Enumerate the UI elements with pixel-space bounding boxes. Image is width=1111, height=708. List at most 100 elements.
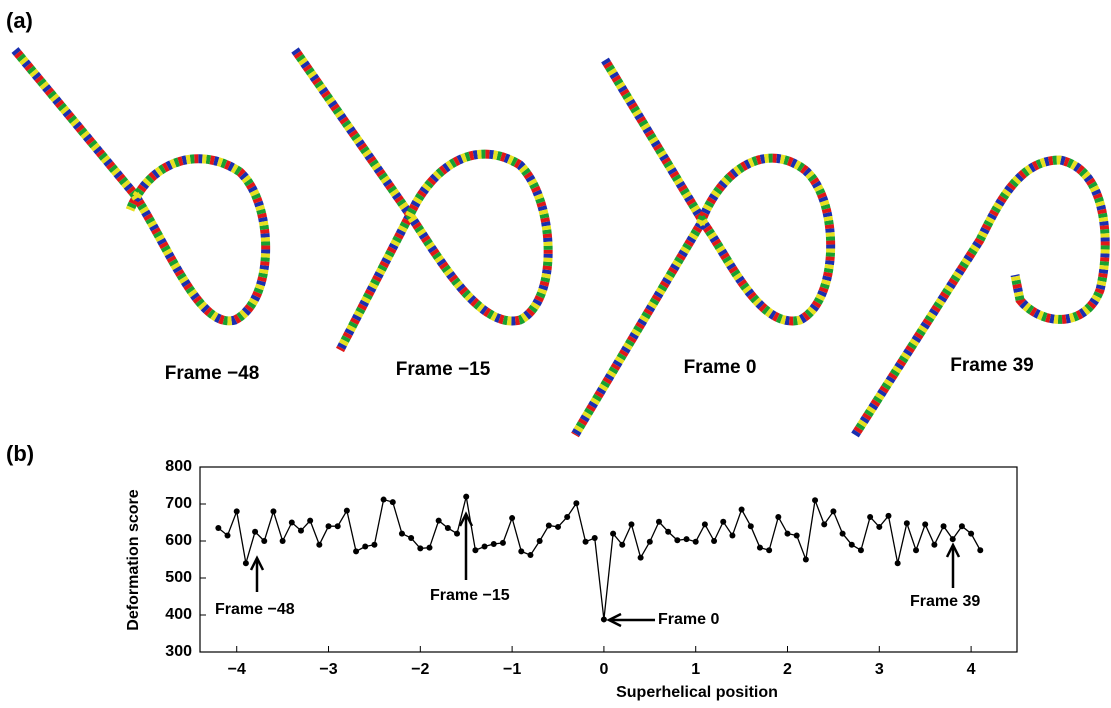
- data-point: [720, 518, 727, 525]
- data-point: [490, 540, 497, 547]
- dna-strand: [851, 155, 1110, 438]
- data-point: [518, 548, 525, 555]
- data-point: [545, 522, 552, 529]
- y-axis-label: Deformation score: [125, 489, 142, 630]
- data-point: [353, 548, 360, 555]
- data-point: [343, 507, 350, 514]
- data-point: [894, 560, 901, 567]
- y-tick-label: 500: [165, 569, 192, 586]
- data-point: [913, 547, 920, 554]
- data-point: [775, 513, 782, 520]
- data-point: [619, 541, 626, 548]
- data-point: [729, 532, 736, 539]
- x-tick-label: 2: [783, 661, 792, 678]
- data-point: [857, 547, 864, 554]
- dna-strand: [851, 155, 1110, 438]
- dna-strand: [11, 47, 271, 326]
- data-point: [499, 539, 506, 546]
- data-point: [472, 547, 479, 554]
- x-tick-label: 0: [599, 661, 608, 678]
- dna-strand: [291, 47, 553, 353]
- data-point: [371, 541, 378, 548]
- x-tick-label: −1: [503, 661, 521, 678]
- data-point: [389, 499, 396, 506]
- data-point: [903, 520, 910, 527]
- data-point: [252, 528, 259, 535]
- data-point: [435, 517, 442, 524]
- data-point: [711, 538, 718, 544]
- annotation: Frame 0: [658, 611, 719, 628]
- data-point: [637, 554, 644, 561]
- data-point: [848, 541, 855, 548]
- data-point: [931, 541, 938, 548]
- dna-renderings: [11, 47, 1110, 438]
- data-point: [334, 523, 341, 530]
- data-point: [977, 547, 984, 554]
- data-point: [949, 536, 956, 543]
- data-point: [555, 523, 562, 530]
- y-tick-label: 800: [165, 458, 192, 475]
- data-point: [646, 538, 653, 545]
- dna-strand: [291, 47, 553, 353]
- data-point: [600, 616, 607, 623]
- data-point: [380, 496, 387, 503]
- y-tick-label: 400: [165, 606, 192, 623]
- panel-label: (a): [6, 8, 33, 33]
- dna-strand: [11, 47, 271, 326]
- data-point: [242, 560, 249, 567]
- data-point: [701, 521, 708, 528]
- series-line: [217, 496, 981, 620]
- data-point: [674, 537, 681, 544]
- data-point: [793, 532, 800, 539]
- annotation: Frame −48: [215, 601, 295, 618]
- data-point: [270, 508, 277, 515]
- dna-strand: [851, 155, 1110, 438]
- data-point: [839, 530, 846, 537]
- data-point: [398, 530, 405, 537]
- y-tick-label: 600: [165, 532, 192, 549]
- data-point: [279, 538, 286, 544]
- x-tick-label: 1: [691, 661, 700, 678]
- frame-label: Frame 39: [950, 355, 1033, 376]
- data-point: [463, 493, 470, 500]
- arrow-head: [249, 555, 265, 571]
- data-point: [454, 530, 461, 537]
- data-point: [683, 536, 690, 543]
- frame-label: Frame −48: [165, 363, 260, 384]
- data-point: [536, 538, 543, 544]
- data-point: [261, 538, 268, 544]
- data-point: [215, 525, 222, 532]
- annotation: Frame −15: [430, 587, 510, 604]
- data-point: [812, 497, 819, 504]
- data-point: [665, 528, 672, 535]
- data-point: [288, 519, 295, 526]
- x-tick-label: −2: [411, 661, 429, 678]
- dna-strand: [851, 155, 1110, 438]
- data-point: [922, 521, 929, 528]
- data-point: [582, 538, 589, 545]
- data-point: [224, 532, 231, 539]
- data-point: [940, 523, 947, 530]
- plot-frame: [199, 466, 1018, 653]
- annotation: Frame 39: [910, 593, 980, 610]
- dna-strand: [291, 47, 553, 353]
- data-point: [876, 523, 883, 530]
- x-tick-label: −4: [228, 661, 246, 678]
- y-tick-label: 700: [165, 495, 192, 512]
- dna-strand: [571, 57, 836, 438]
- data-point: [610, 530, 617, 537]
- panel-label: (b): [6, 441, 34, 466]
- data-point: [591, 535, 598, 542]
- data-point: [408, 535, 415, 542]
- data-point: [655, 518, 662, 525]
- x-tick-label: 3: [875, 661, 884, 678]
- y-tick-label: 300: [165, 643, 192, 660]
- x-tick-label: 4: [967, 661, 976, 678]
- data-point: [325, 523, 332, 530]
- dna-strand: [291, 47, 553, 353]
- data-point: [527, 552, 534, 559]
- data-point: [958, 523, 965, 530]
- x-axis-label: Superhelical position: [616, 684, 778, 701]
- data-point: [297, 527, 304, 534]
